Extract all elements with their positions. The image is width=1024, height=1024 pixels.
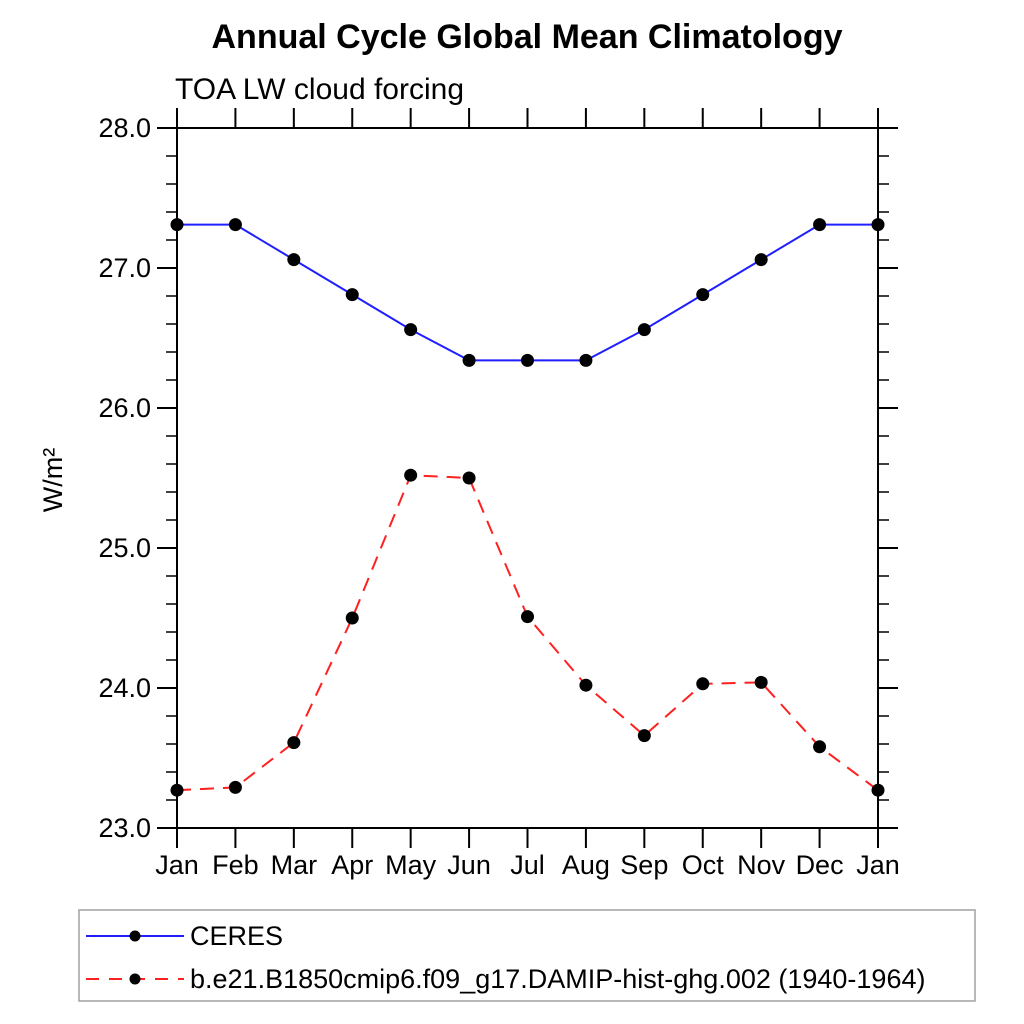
legend-label: CERES — [190, 921, 283, 951]
y-tick-label: 24.0 — [98, 673, 151, 703]
legend: CERES b.e21.B1850cmip6.f09_g17.DAMIP-hist… — [78, 909, 976, 1002]
x-tick-label: Jan — [155, 850, 199, 880]
data-point-marker — [871, 218, 885, 232]
x-tick-label: Sep — [620, 850, 668, 880]
data-point-marker — [462, 353, 476, 367]
y-tick-label: 27.0 — [98, 253, 151, 283]
data-point-marker — [637, 729, 651, 743]
data-point-marker — [345, 611, 359, 625]
data-point-marker — [228, 780, 242, 794]
data-point-marker — [754, 253, 768, 267]
x-tick-label: Aug — [562, 850, 610, 880]
data-point-marker — [228, 218, 242, 232]
plot-area: Jan Feb Mar Apr May Jun Jul Aug Sep Oct Nov Dec Jan2… — [98, 108, 900, 880]
series-line-dashed — [176, 474, 879, 792]
data-point-marker — [521, 610, 534, 624]
y-tick-label: 26.0 — [98, 393, 151, 423]
data-point-marker — [287, 736, 301, 750]
x-tick-label: Mar — [271, 850, 318, 880]
x-tick-label: Nov — [737, 850, 786, 880]
legend-box — [78, 909, 976, 1002]
data-point-marker — [813, 740, 827, 754]
legend-marker — [129, 930, 141, 942]
y-tick-label: 25.0 — [98, 533, 151, 563]
data-point-marker — [696, 677, 710, 691]
series-line-solid — [177, 223, 878, 362]
x-tick-label: Jan — [856, 850, 900, 880]
x-tick-label: Oct — [682, 850, 725, 880]
legend-label: b.e21.B1850cmip6.f09_g17.DAMIP-hist-ghg.… — [190, 964, 925, 994]
data-point-marker — [170, 218, 184, 232]
x-tick-label: Jul — [510, 850, 545, 880]
data-point-marker — [696, 288, 710, 302]
data-point-marker — [754, 675, 768, 689]
data-point-marker — [404, 468, 418, 482]
y-axis-label: W/m² — [38, 448, 68, 512]
data-point-marker — [813, 218, 827, 232]
x-tick-label: Apr — [331, 850, 373, 880]
data-point-marker — [579, 353, 593, 367]
data-point-marker — [637, 323, 651, 337]
data-point-marker — [404, 323, 418, 337]
legend-marker — [129, 973, 141, 985]
y-tick-label: 23.0 — [98, 813, 151, 843]
x-tick-label: May — [385, 850, 437, 880]
x-tick-label: Feb — [212, 850, 259, 880]
x-tick-label: Dec — [796, 850, 844, 880]
data-point-marker — [345, 288, 359, 302]
chart-title: Annual Cycle Global Mean Climatology — [212, 18, 843, 56]
x-tick-label: Jun — [447, 850, 491, 880]
data-point-marker — [170, 783, 184, 797]
y-tick-label: 28.0 — [98, 113, 151, 143]
data-point-marker — [871, 783, 885, 797]
data-point-marker — [521, 353, 534, 367]
chart-subtitle: TOA LW cloud forcing — [175, 73, 464, 106]
data-point-marker — [462, 471, 476, 485]
data-point-marker — [287, 253, 301, 267]
data-point-marker — [579, 678, 593, 692]
